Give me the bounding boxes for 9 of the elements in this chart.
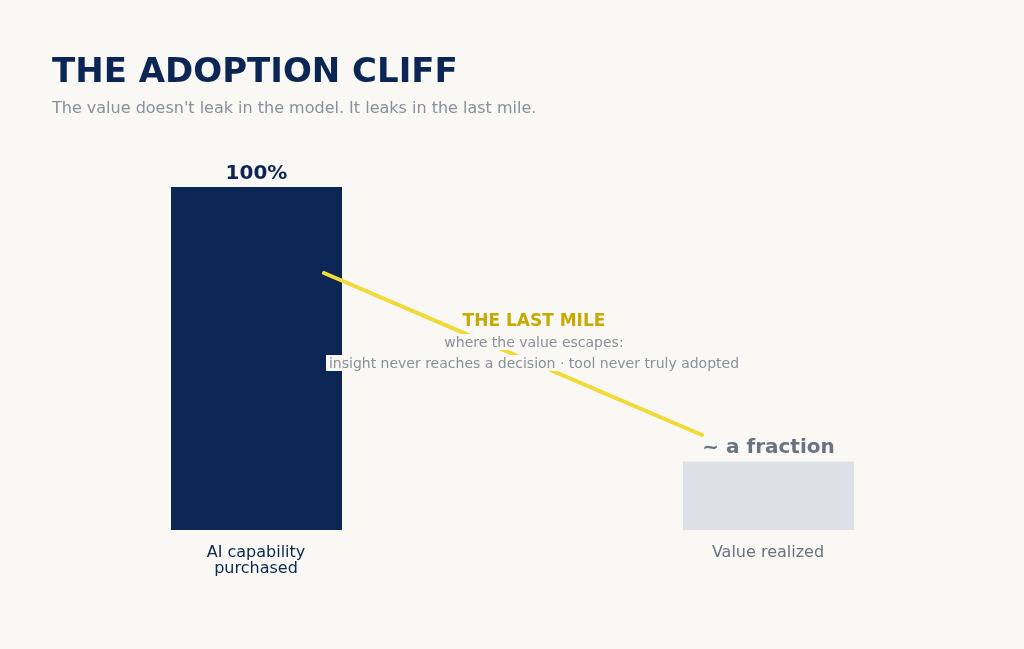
annotation: THE LAST MILE — [461, 310, 607, 330]
annotation: where the value escapes: — [441, 334, 627, 350]
x-tick-label: AI capability purchased — [206, 542, 306, 578]
annotation: insight never reaches a decision · tool never truly adopted — [325, 355, 743, 371]
data-label: 100% — [225, 160, 288, 184]
chart-subtitle: The value doesn't leak in the model. It leaks in the last mile. — [52, 98, 537, 117]
data-label: ~ a fraction — [702, 434, 835, 459]
chart-title: THE ADOPTION CLIFF — [52, 50, 458, 90]
x-tick-label: Value realized — [711, 542, 825, 562]
